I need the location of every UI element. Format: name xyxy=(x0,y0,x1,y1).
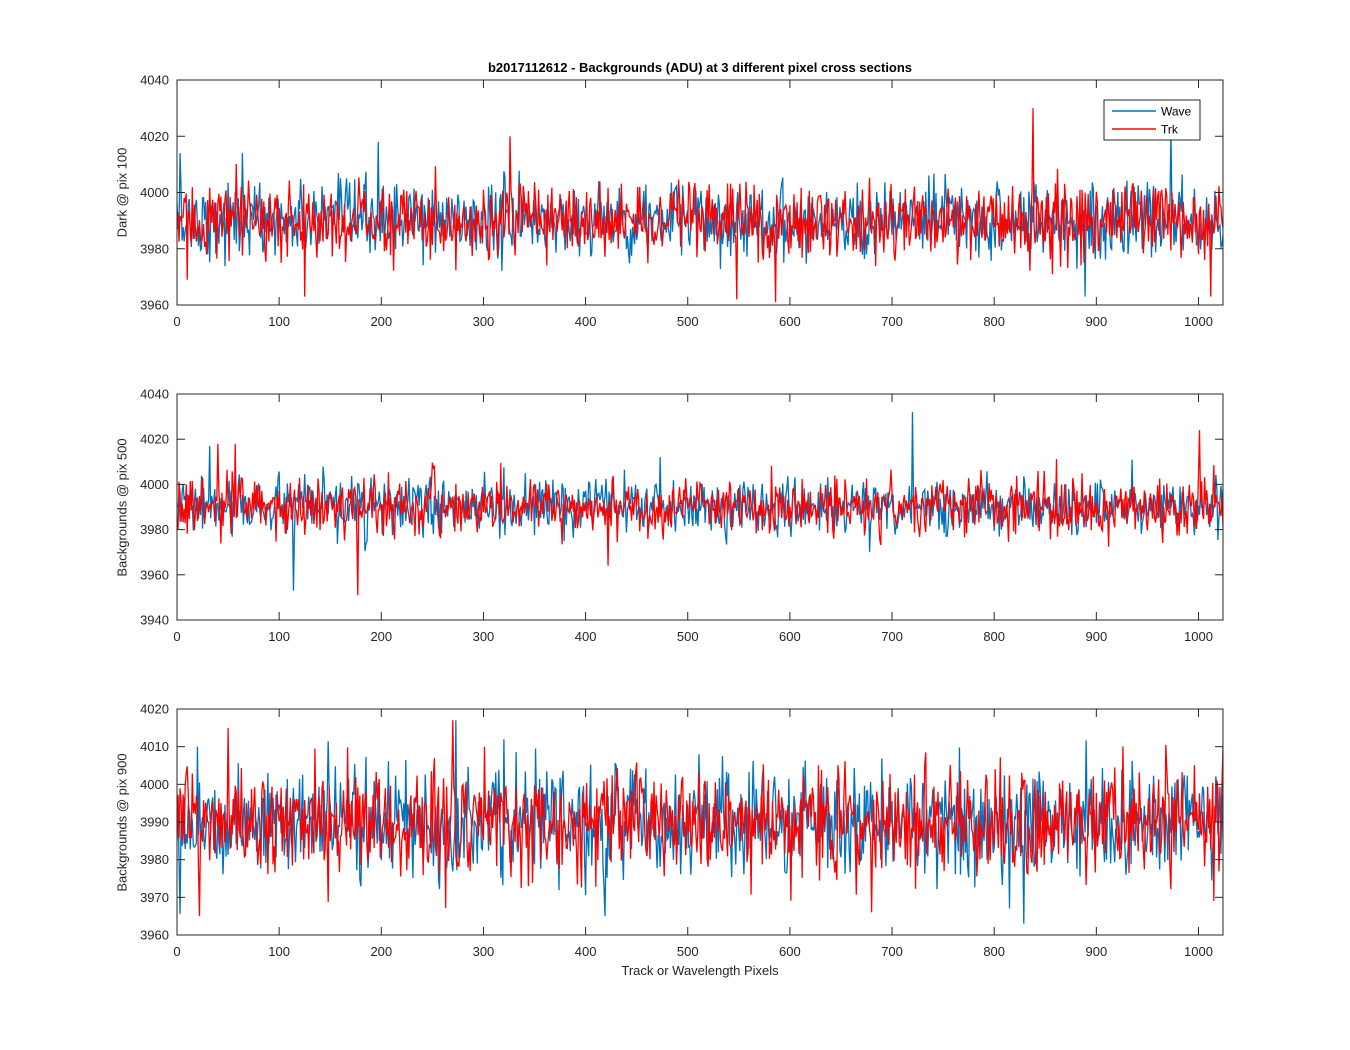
y-tick-label: 4000 xyxy=(140,777,169,792)
x-tick-label: 100 xyxy=(268,944,290,959)
x-tick-label: 500 xyxy=(677,629,699,644)
y-axis-label-middle: Backgrounds @ pix 500 xyxy=(114,437,130,577)
series-line-trk xyxy=(177,720,1223,917)
x-tick-label: 700 xyxy=(881,944,903,959)
legend-box xyxy=(1103,99,1201,141)
y-tick-label: 3980 xyxy=(140,522,169,537)
axes-background xyxy=(177,80,1223,305)
x-tick-label: 200 xyxy=(370,629,392,644)
x-tick-label: 600 xyxy=(779,314,801,329)
x-tick-label: 900 xyxy=(1085,314,1107,329)
y-tick-label: 3960 xyxy=(140,928,169,943)
series-line-trk xyxy=(177,108,1223,303)
x-tick-label: 800 xyxy=(983,944,1005,959)
series-line-wave xyxy=(177,412,1223,591)
y-tick-label: 3960 xyxy=(140,298,169,313)
y-axis-label-top: Dark @ pix 100 xyxy=(114,147,130,238)
series-line-trk xyxy=(177,430,1223,596)
y-tick-label: 4040 xyxy=(140,73,169,88)
x-tick-label: 500 xyxy=(677,314,699,329)
subplot-bottom: 0 100 200 300 400 500 600 700 800 900 1000 3960 3970… xyxy=(140,702,1224,959)
x-tick-label: 200 xyxy=(370,944,392,959)
x-tick-label: 800 xyxy=(983,314,1005,329)
x-tick-label: 400 xyxy=(575,314,597,329)
y-tick-label: 3990 xyxy=(140,815,169,830)
legend: Wave Trk xyxy=(1103,99,1201,141)
y-tick-label: 4020 xyxy=(140,702,169,717)
x-tick-label: 200 xyxy=(370,314,392,329)
x-tick-label: 600 xyxy=(779,629,801,644)
y-tick-label: 3960 xyxy=(140,567,169,582)
x-tick-label: 700 xyxy=(881,629,903,644)
x-tick-label: 300 xyxy=(473,629,495,644)
x-tick-label: 1000 xyxy=(1184,314,1213,329)
axes-frame xyxy=(176,393,1224,621)
x-axis-label: Track or Wavelength Pixels xyxy=(621,963,779,978)
subplot-top: 0 100 200 300 400 500 600 700 800 900 1000 3960 3980… xyxy=(140,73,1224,329)
x-tick-label: 400 xyxy=(575,944,597,959)
subplot-middle: 0 100 200 300 400 500 600 700 800 900 1000 3940 3960… xyxy=(140,387,1224,644)
x-tick-label: 500 xyxy=(677,944,699,959)
x-tick-label: 900 xyxy=(1085,944,1107,959)
x-tick-label: 400 xyxy=(575,629,597,644)
y-tick-label: 4000 xyxy=(140,185,169,200)
x-tick-label: 700 xyxy=(881,314,903,329)
legend-entry-trk: Trk xyxy=(1161,123,1179,137)
x-tick-label: 1000 xyxy=(1184,629,1213,644)
x-tick-label: 0 xyxy=(173,629,180,644)
y-axis-label-bottom: Backgrounds @ pix 900 xyxy=(114,752,130,892)
chart-title: b2017112612 - Backgrounds (ADU) at 3 dif… xyxy=(487,60,913,75)
x-tick-label: 100 xyxy=(268,314,290,329)
x-tick-label: 0 xyxy=(173,944,180,959)
x-tick-label: 600 xyxy=(779,944,801,959)
x-tick-label: 300 xyxy=(473,314,495,329)
x-tick-label: 300 xyxy=(473,944,495,959)
y-tick-label: 4020 xyxy=(140,432,169,447)
legend-entry-wave: Wave xyxy=(1161,105,1192,119)
y-tick-label: 4020 xyxy=(140,129,169,144)
y-tick-label: 3980 xyxy=(140,852,169,867)
x-tick-label: 100 xyxy=(268,629,290,644)
y-tick-label: 4040 xyxy=(140,387,169,402)
x-tick-label: 900 xyxy=(1085,629,1107,644)
x-tick-label: 1000 xyxy=(1184,944,1213,959)
y-tick-label: 3970 xyxy=(140,890,169,905)
x-tick-label: 0 xyxy=(173,314,180,329)
y-tick-label: 4000 xyxy=(140,477,169,492)
y-tick-label: 4010 xyxy=(140,739,169,754)
x-tick-label: 800 xyxy=(983,629,1005,644)
y-tick-label: 3940 xyxy=(140,613,169,628)
y-tick-label: 3980 xyxy=(140,241,169,256)
